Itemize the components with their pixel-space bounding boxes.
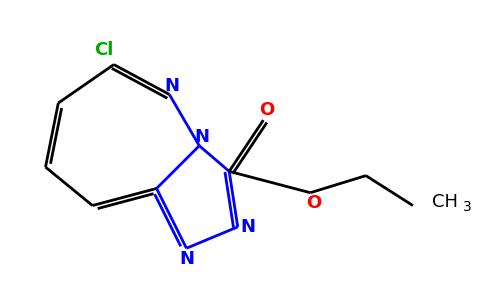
Text: 3: 3 (463, 200, 472, 214)
Text: N: N (241, 218, 256, 236)
Text: N: N (195, 128, 210, 146)
Text: N: N (179, 250, 194, 268)
Text: CH: CH (432, 193, 458, 211)
Text: Cl: Cl (94, 41, 113, 59)
Text: N: N (165, 77, 180, 95)
Text: O: O (259, 101, 274, 119)
Text: O: O (306, 194, 321, 212)
